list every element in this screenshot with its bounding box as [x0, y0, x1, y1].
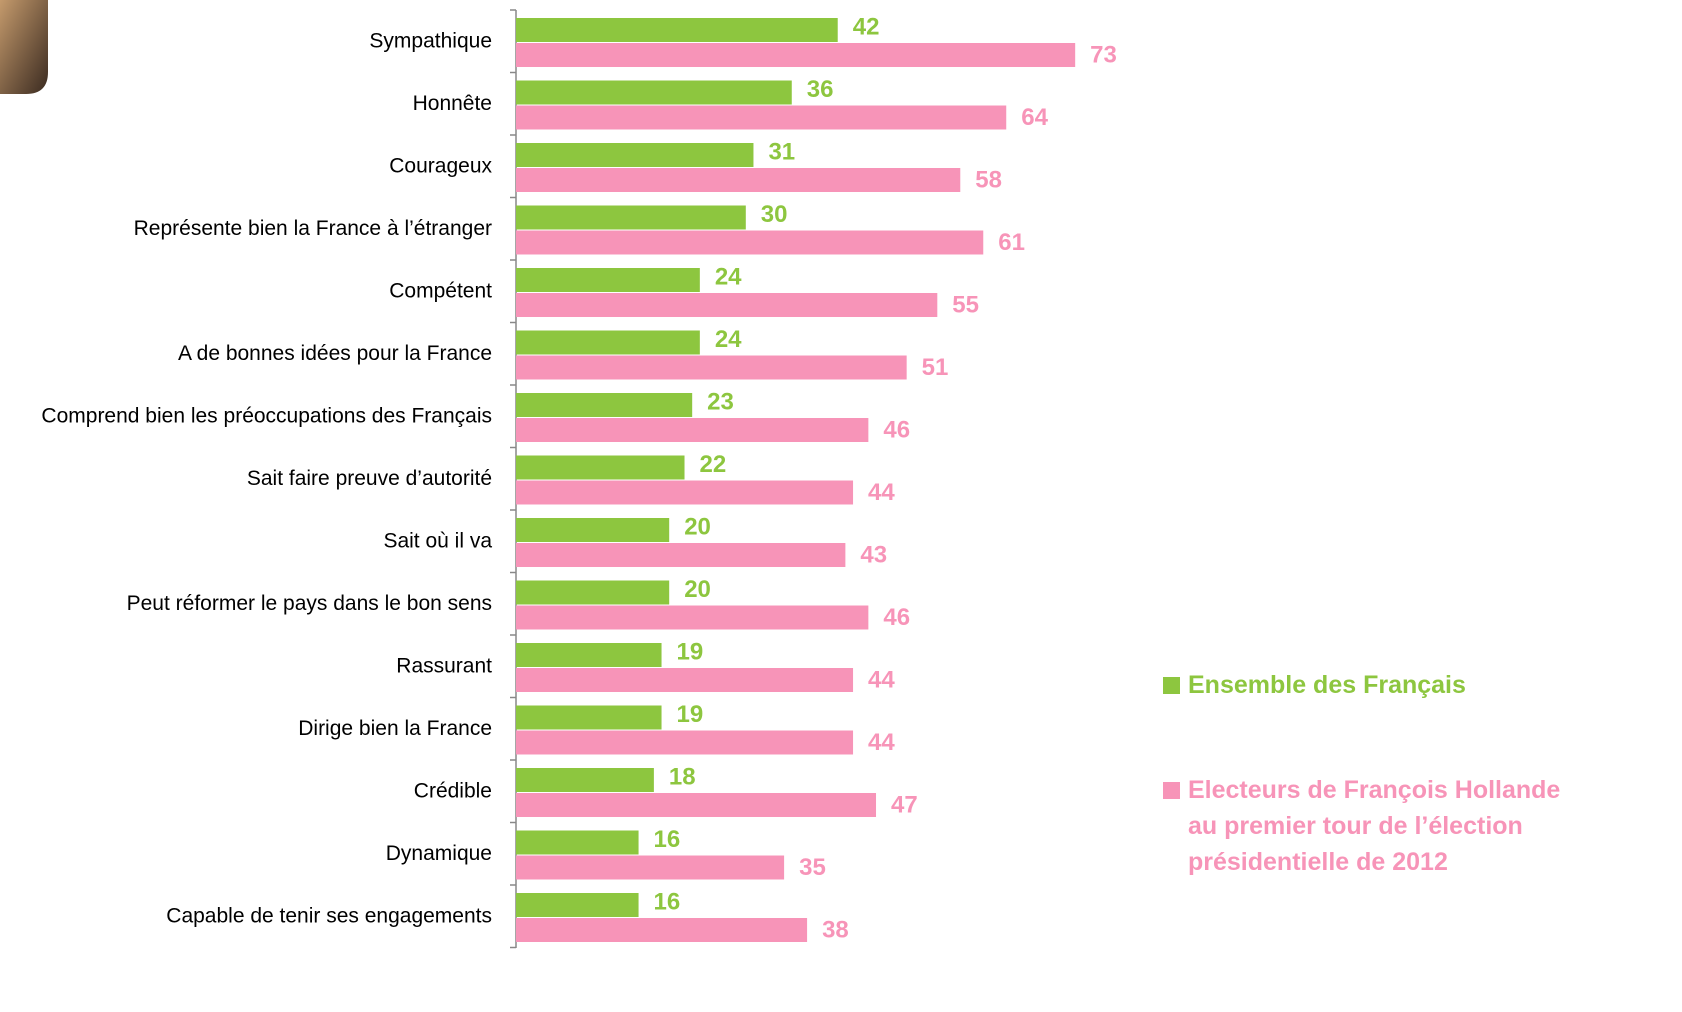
bar	[516, 705, 662, 730]
value-label: 47	[891, 791, 918, 818]
y-tick-label: A de bonnes idées pour la France	[178, 342, 492, 365]
y-tick-label: Rassurant	[396, 655, 492, 678]
y-tick-label: Peut réformer le pays dans le bon sens	[127, 592, 492, 615]
bar	[516, 268, 700, 292]
value-label: 20	[684, 576, 711, 603]
value-label: 36	[807, 76, 834, 103]
value-label: 73	[1090, 41, 1117, 68]
value-label: 58	[975, 166, 1002, 193]
value-label: 19	[677, 638, 704, 665]
legend-label: Ensemble des Français	[1188, 671, 1466, 699]
value-label: 46	[883, 604, 910, 631]
portrait-photo	[0, 0, 48, 94]
bar	[516, 830, 639, 855]
value-label: 38	[822, 916, 849, 943]
bar	[516, 768, 654, 792]
bar	[516, 893, 639, 917]
bar	[516, 543, 846, 567]
bar	[516, 18, 838, 42]
y-tick-label: Crédible	[414, 780, 492, 803]
bar	[516, 205, 746, 230]
bar	[516, 230, 984, 255]
value-label: 16	[654, 888, 681, 915]
bar	[516, 330, 700, 355]
y-tick-label: Représente bien la France à l’étranger	[134, 217, 492, 240]
y-tick-label: Dynamique	[386, 842, 492, 865]
value-label: 44	[868, 666, 895, 693]
value-label: 16	[654, 826, 681, 853]
bar	[516, 605, 869, 630]
bar	[516, 918, 808, 942]
value-label: 51	[922, 354, 949, 381]
value-label: 61	[998, 229, 1025, 256]
value-label: 19	[677, 701, 704, 728]
y-tick-label: Dirige bien la France	[298, 717, 492, 740]
bar	[516, 293, 938, 317]
bar	[516, 455, 685, 480]
value-label: 24	[715, 326, 742, 353]
bar	[516, 480, 854, 505]
legend-item: Electeurs de François Hollande au premie…	[1163, 772, 1563, 880]
bar	[516, 730, 854, 755]
bar	[516, 80, 792, 105]
bar	[516, 43, 1076, 67]
value-label: 55	[952, 291, 979, 318]
legend-item: Ensemble des Français	[1163, 667, 1563, 703]
bar	[516, 518, 670, 542]
bar	[516, 355, 907, 380]
value-label: 44	[868, 729, 895, 756]
bar	[516, 418, 869, 442]
bar	[516, 168, 961, 192]
legend-label: Electeurs de François Hollande au premie…	[1188, 776, 1561, 876]
y-tick-label: Honnête	[413, 92, 492, 115]
y-tick-label: Comprend bien les préoccupations des Fra…	[41, 405, 492, 428]
value-label: 44	[868, 479, 895, 506]
bar	[516, 668, 854, 692]
y-tick-label: Compétent	[389, 280, 492, 303]
value-label: 20	[684, 513, 711, 540]
value-label: 24	[715, 263, 742, 290]
y-tick-label: Capable de tenir ses engagements	[166, 905, 492, 928]
bar	[516, 643, 662, 667]
legend-swatch	[1163, 677, 1180, 694]
legend-swatch	[1163, 782, 1180, 799]
value-label: 23	[707, 388, 734, 415]
y-tick-label: Sympathique	[369, 30, 492, 53]
bar	[516, 393, 693, 417]
bar	[516, 143, 754, 167]
value-label: 18	[669, 763, 696, 790]
value-label: 30	[761, 201, 788, 228]
value-label: 22	[700, 451, 727, 478]
value-label: 35	[799, 854, 826, 881]
value-label: 31	[768, 138, 795, 165]
bar	[516, 580, 670, 605]
value-label: 42	[853, 13, 880, 40]
y-tick-label: Sait faire preuve d’autorité	[247, 467, 492, 490]
y-tick-label: Sait où il va	[383, 530, 492, 553]
bar	[516, 793, 877, 817]
value-label: 43	[860, 541, 887, 568]
y-tick-label: Courageux	[389, 155, 492, 178]
value-label: 46	[883, 416, 910, 443]
bar	[516, 105, 1007, 130]
bar	[516, 855, 785, 880]
value-label: 64	[1021, 104, 1048, 131]
